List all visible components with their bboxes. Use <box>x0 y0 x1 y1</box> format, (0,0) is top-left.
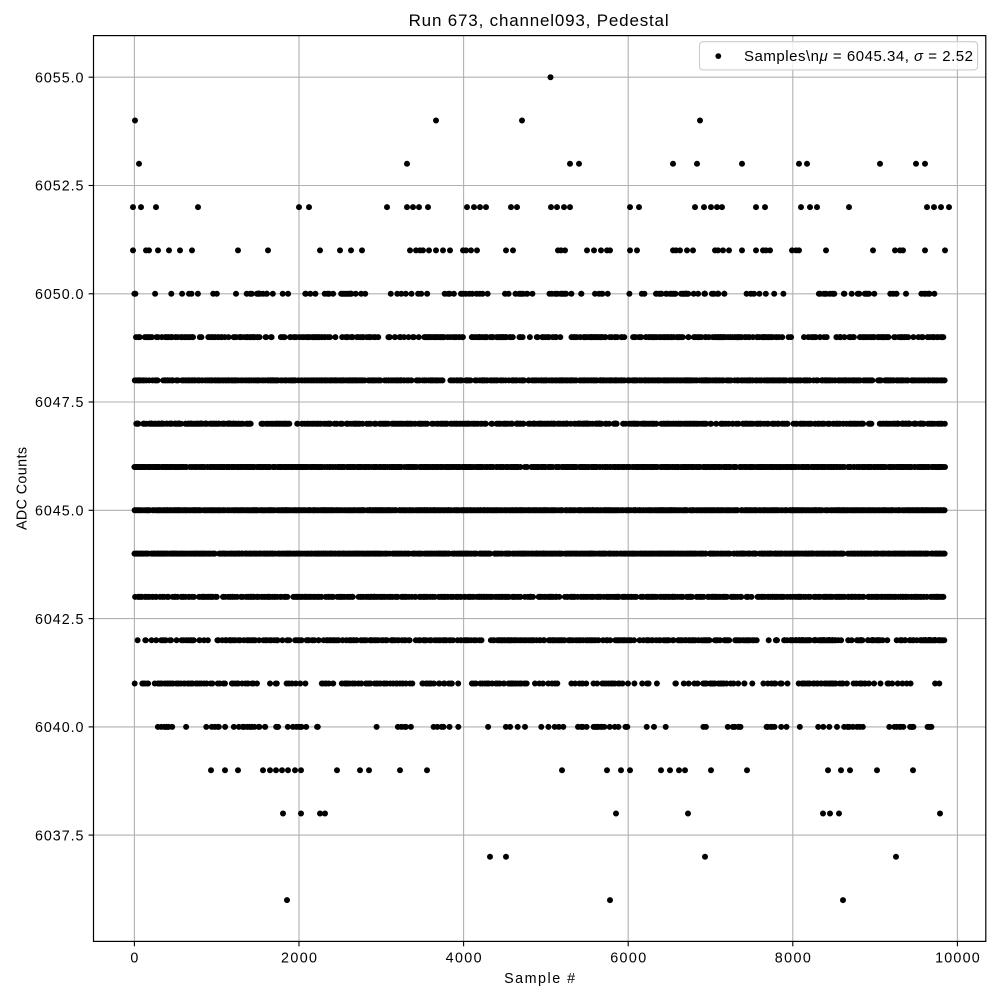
svg-text:6037.5: 6037.5 <box>35 828 84 844</box>
svg-text:6047.5: 6047.5 <box>35 395 84 411</box>
svg-text:4000: 4000 <box>446 951 482 967</box>
svg-text:10000: 10000 <box>935 951 980 967</box>
svg-text:6000: 6000 <box>610 951 646 967</box>
svg-text:6050.0: 6050.0 <box>35 287 84 303</box>
svg-text:6055.0: 6055.0 <box>35 70 84 86</box>
svg-text:6040.0: 6040.0 <box>35 720 84 736</box>
svg-text:Run 673, channel093, Pedestal: Run 673, channel093, Pedestal <box>409 11 669 30</box>
svg-text:6045.0: 6045.0 <box>35 504 84 520</box>
svg-text:0: 0 <box>130 951 138 967</box>
svg-text:Sample #: Sample # <box>504 971 575 987</box>
svg-text:2000: 2000 <box>281 951 317 967</box>
svg-text:8000: 8000 <box>775 951 811 967</box>
svg-text:ADC Counts: ADC Counts <box>15 447 31 530</box>
svg-text:6042.5: 6042.5 <box>35 612 84 628</box>
svg-text:Samples\nμ = 6045.34, σ = 2.52: Samples\nμ = 6045.34, σ = 2.52 <box>744 48 973 65</box>
svg-text:6052.5: 6052.5 <box>35 179 84 195</box>
